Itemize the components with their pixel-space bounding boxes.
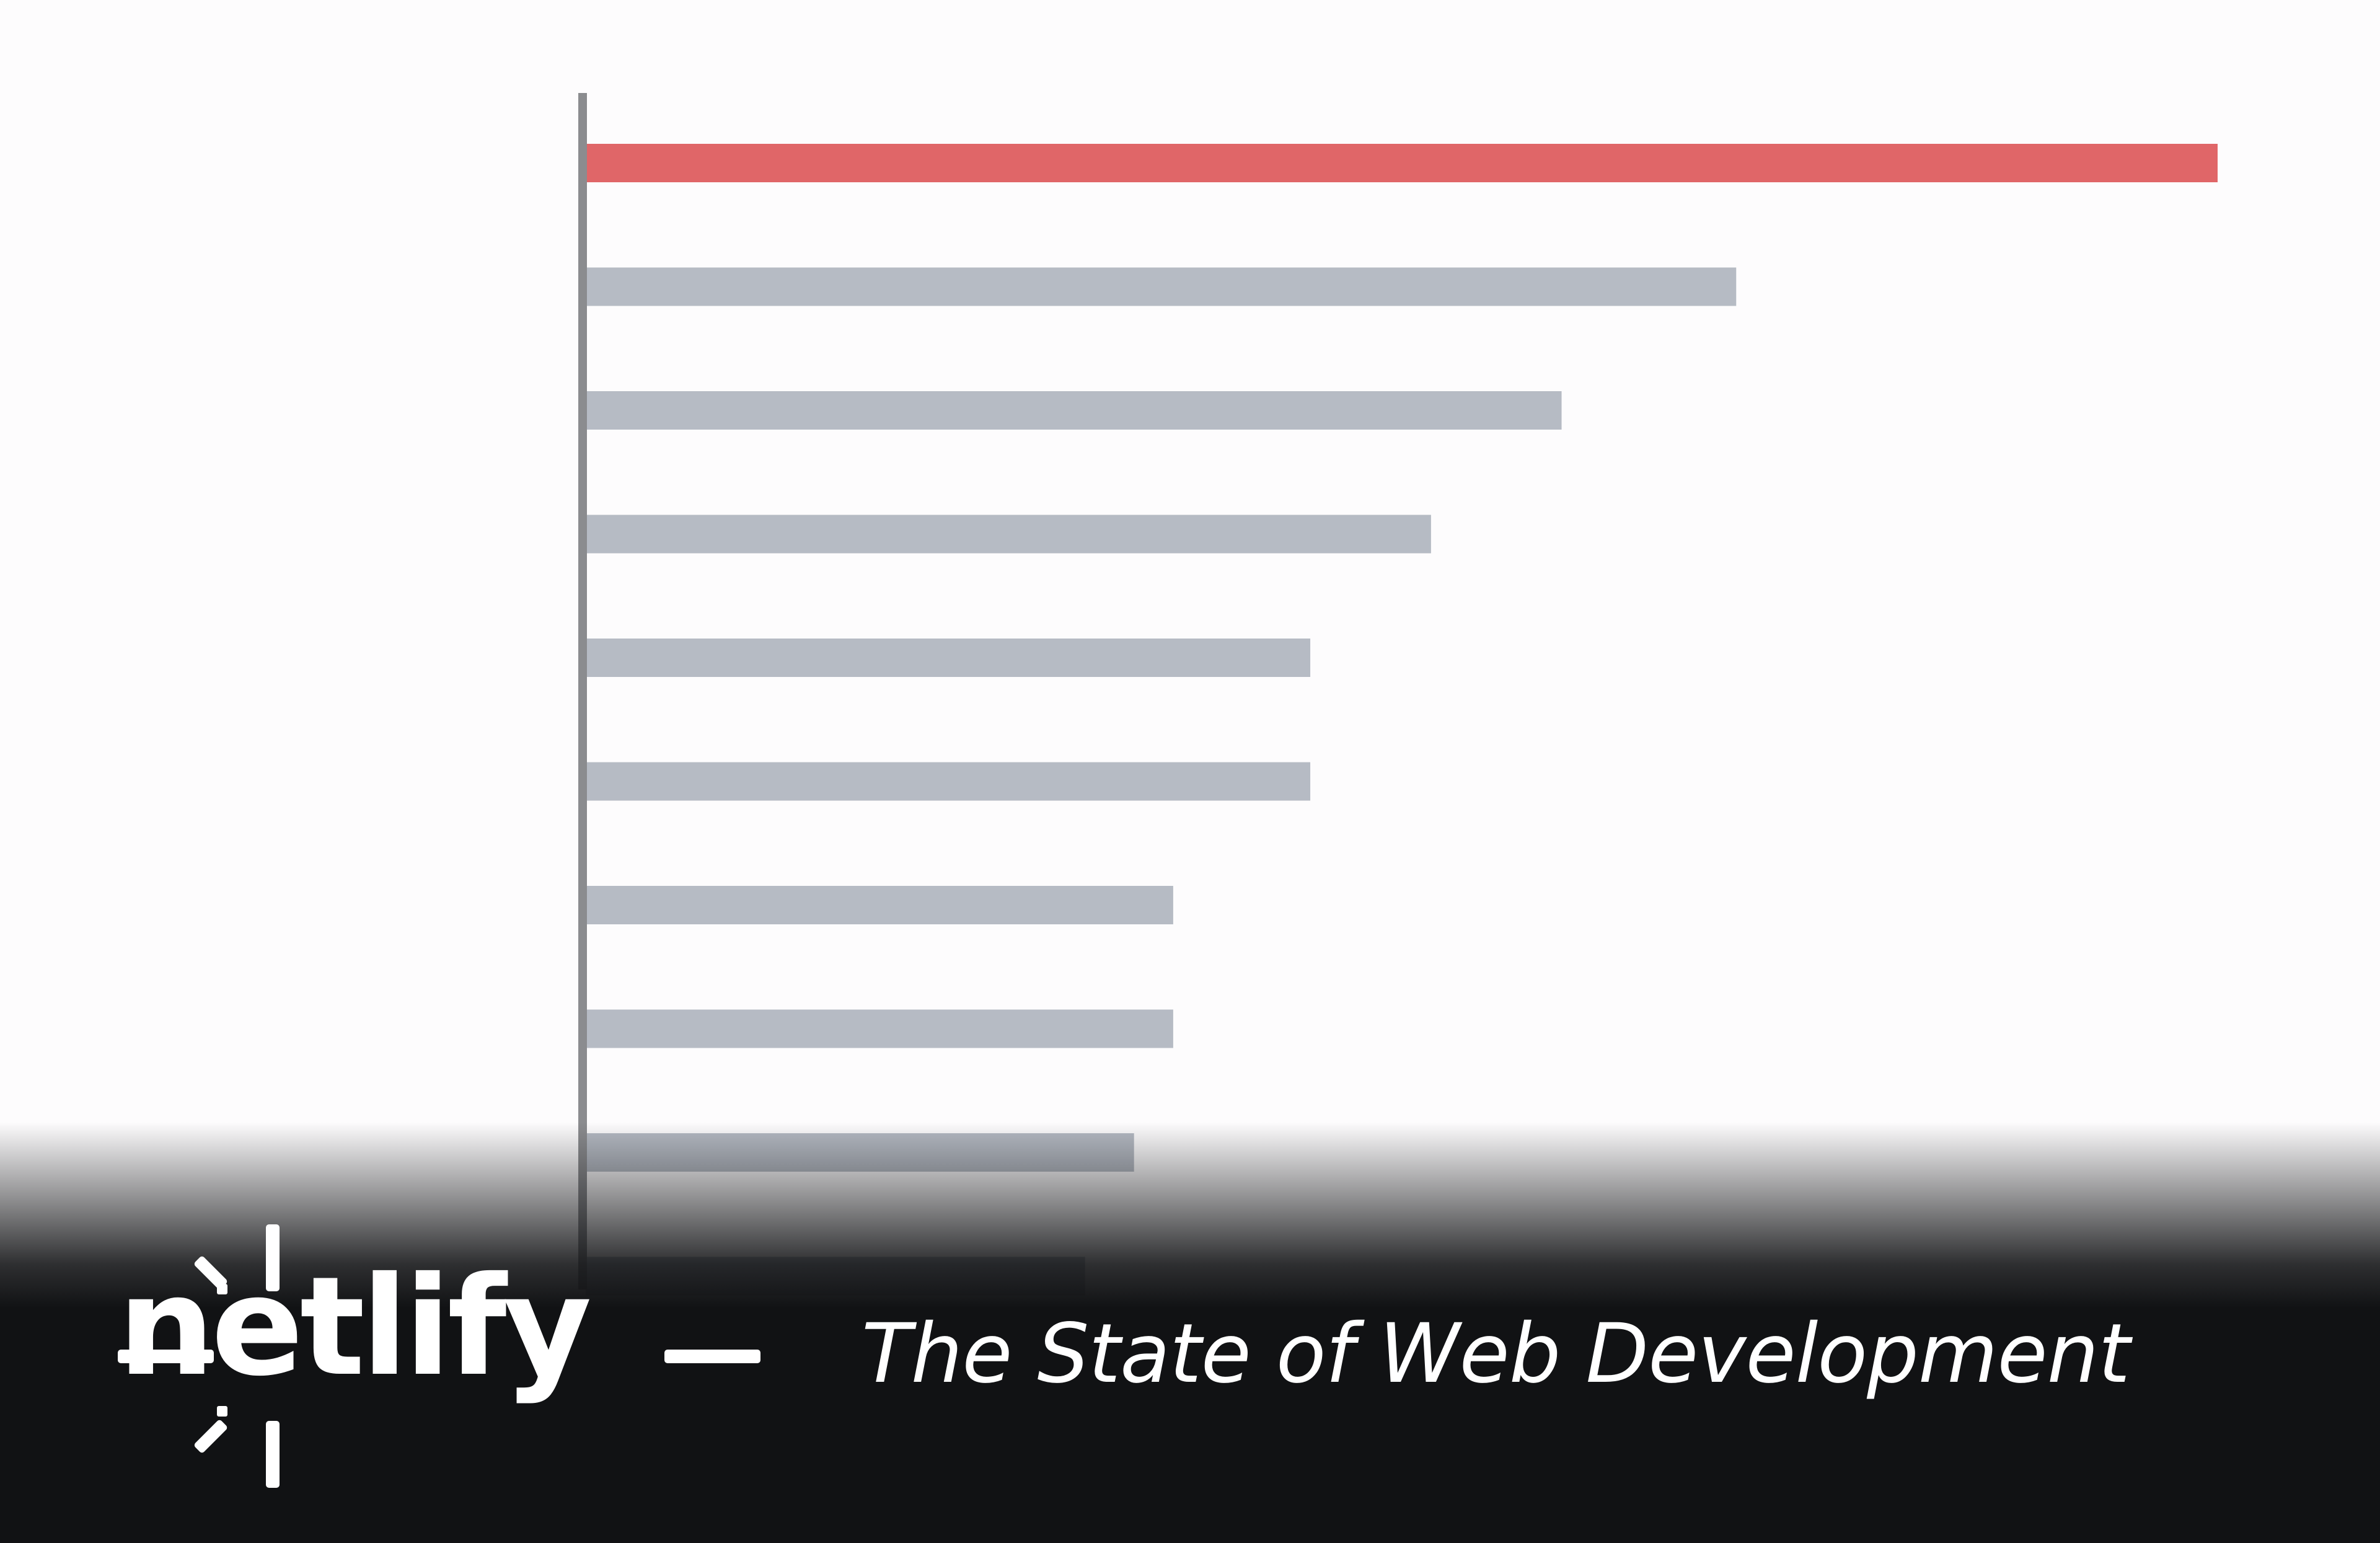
bar-highlight (586, 144, 2218, 182)
bar-3 (586, 391, 1562, 430)
bar-7 (586, 886, 1173, 924)
bar-5 (586, 639, 1311, 677)
bar-4 (586, 515, 1431, 554)
bars-group (586, 144, 2218, 1296)
bar-8 (586, 1009, 1173, 1048)
bar-2 (586, 267, 1737, 306)
footer-band (0, 1122, 2380, 1543)
bar-6 (586, 762, 1311, 801)
report-title: The State of Web Development (862, 1306, 2130, 1402)
brand-wordmark: netlify (118, 1247, 592, 1406)
netlify-logo-mark (118, 1224, 760, 1488)
netlify-logo (118, 1224, 769, 1491)
